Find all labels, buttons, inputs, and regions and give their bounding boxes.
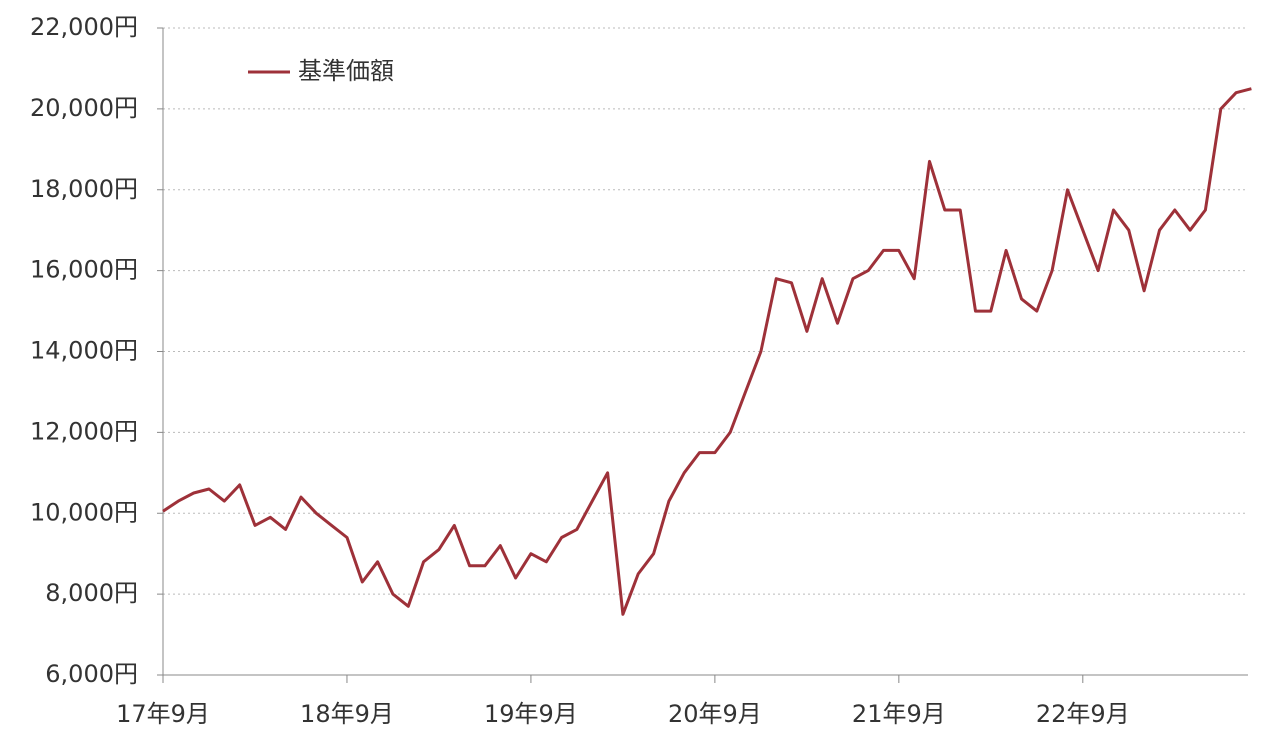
legend-label: 基準価額 (298, 57, 394, 85)
x-tick-label: 21年9月 (852, 700, 946, 728)
y-tick-label: 8,000円 (45, 579, 138, 607)
x-tick-label: 19年9月 (484, 700, 578, 728)
y-tick-label: 18,000円 (30, 175, 138, 203)
y-tick-label: 20,000円 (30, 94, 138, 122)
y-tick-label: 14,000円 (30, 337, 138, 365)
x-tick-label: 18年9月 (300, 700, 394, 728)
x-tick-label: 17年9月 (116, 700, 210, 728)
y-tick-label: 10,000円 (30, 498, 138, 526)
y-tick-label: 6,000円 (45, 660, 138, 688)
y-tick-label: 16,000円 (30, 256, 138, 284)
x-tick-label: 22年9月 (1036, 700, 1130, 728)
y-tick-label: 12,000円 (30, 417, 138, 445)
line (162, 87, 1252, 616)
x-tick-label: 20年9月 (668, 700, 762, 728)
y-tick-label: 22,000円 (30, 13, 138, 41)
